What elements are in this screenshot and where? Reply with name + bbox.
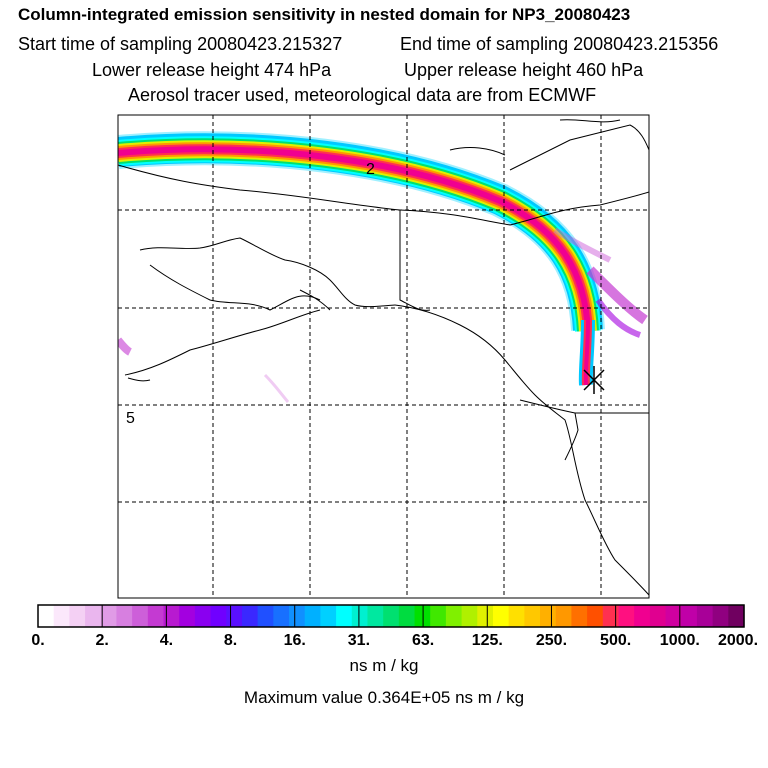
colorbar-tick-label: 8. <box>223 632 238 649</box>
colorbar-cell <box>477 605 494 627</box>
colorbar-cell <box>540 605 557 627</box>
colorbar-cell <box>179 605 196 627</box>
upper-release-height: Upper release height 460 hPa <box>404 60 644 80</box>
colorbar-cell <box>508 605 525 627</box>
colorbar-cell <box>383 605 400 627</box>
colorbar-tick-label: 0. <box>31 632 45 649</box>
colorbar-tick-label: 500. <box>600 632 632 649</box>
graticule <box>118 115 649 598</box>
coastlines <box>118 119 649 596</box>
colorbar-cell <box>696 605 714 627</box>
colorbar-cell <box>728 605 745 627</box>
day-label-2: 2 <box>366 161 375 178</box>
start-time: Start time of sampling 20080423.215327 <box>18 34 343 54</box>
colorbar-cell <box>320 605 337 627</box>
colorbar-cell <box>712 605 729 627</box>
colorbar-cell <box>210 605 227 627</box>
colorbar-cell <box>53 605 70 627</box>
colorbar-cell <box>681 605 698 627</box>
colorbar-tick-label: 250. <box>535 632 568 649</box>
colorbar-cell <box>273 605 290 627</box>
colorbar-cell <box>85 605 102 627</box>
colorbar-cell <box>116 605 133 627</box>
colorbar-cell <box>524 605 541 627</box>
colorbar-frame <box>37 604 745 628</box>
emission-plume <box>118 131 648 403</box>
colorbar-tick-label: 125. <box>471 632 503 649</box>
colorbar-tick-label: 16. <box>283 632 306 649</box>
colorbar-cell <box>587 605 604 627</box>
colorbar-tick-label: 31. <box>347 632 371 649</box>
colorbar-cell <box>147 605 165 627</box>
colorbar-cell <box>100 605 118 627</box>
colorbar-cell <box>304 605 321 627</box>
end-time: End time of sampling 20080423.215356 <box>400 34 719 54</box>
colorbar-cell <box>492 605 510 627</box>
colorbar-cell <box>649 605 667 627</box>
tracer-info: Aerosol tracer used, meteorological data… <box>128 85 597 105</box>
colorbar-tick-label: 2. <box>95 632 109 649</box>
colorbar-tick-label: 2000. <box>717 632 759 649</box>
colorbar-cell <box>132 605 149 627</box>
colorbar-cell <box>445 605 463 627</box>
colorbar-cell <box>555 605 573 627</box>
colorbar-cell <box>618 605 635 627</box>
release-location-marker <box>583 366 605 394</box>
map-frame <box>117 114 650 599</box>
colorbar-cell <box>241 605 259 627</box>
colorbar-cell <box>289 605 306 627</box>
colorbar-cell <box>69 605 86 627</box>
day-label-5: 5 <box>126 410 135 427</box>
colorbar-cell <box>367 605 384 627</box>
colorbar-cell <box>351 605 369 627</box>
colorbar-cell <box>336 605 353 627</box>
colorbar-cell <box>461 605 478 627</box>
colorbar-cell <box>665 605 682 627</box>
colorbar-cell <box>571 605 588 627</box>
colorbar-cell <box>430 605 447 627</box>
colorbar-cell <box>634 605 651 627</box>
plot-title: Column-integrated emission sensitivity i… <box>18 5 631 24</box>
colorbar-tick-label: 1000. <box>659 632 700 649</box>
colorbar-cell <box>398 605 416 627</box>
colorbar-cell <box>226 605 243 627</box>
colorbar-cell <box>194 605 212 627</box>
units-label: ns m / kg <box>349 656 419 675</box>
colorbar-cell <box>257 605 274 627</box>
colorbar-tick-label: 4. <box>159 632 174 649</box>
colorbar-cell <box>38 605 55 627</box>
maximum-value: Maximum value 0.364E+05 ns m / kg <box>243 688 525 707</box>
colorbar-tick-label: 63. <box>411 632 435 649</box>
colorbar-cell <box>163 605 180 627</box>
colorbar-cell <box>602 605 620 627</box>
lower-release-height: Lower release height 474 hPa <box>92 60 332 80</box>
